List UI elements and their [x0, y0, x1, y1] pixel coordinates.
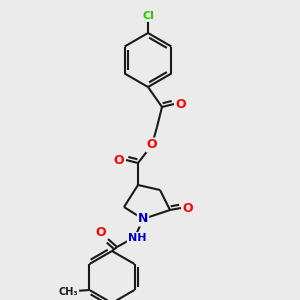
- Text: O: O: [147, 139, 157, 152]
- Text: NH: NH: [128, 233, 146, 243]
- Text: O: O: [183, 202, 193, 214]
- Text: Cl: Cl: [142, 11, 154, 21]
- Text: O: O: [176, 98, 186, 110]
- Text: CH₃: CH₃: [59, 287, 78, 297]
- Text: O: O: [114, 154, 124, 166]
- Text: O: O: [96, 226, 106, 239]
- Text: N: N: [138, 212, 148, 226]
